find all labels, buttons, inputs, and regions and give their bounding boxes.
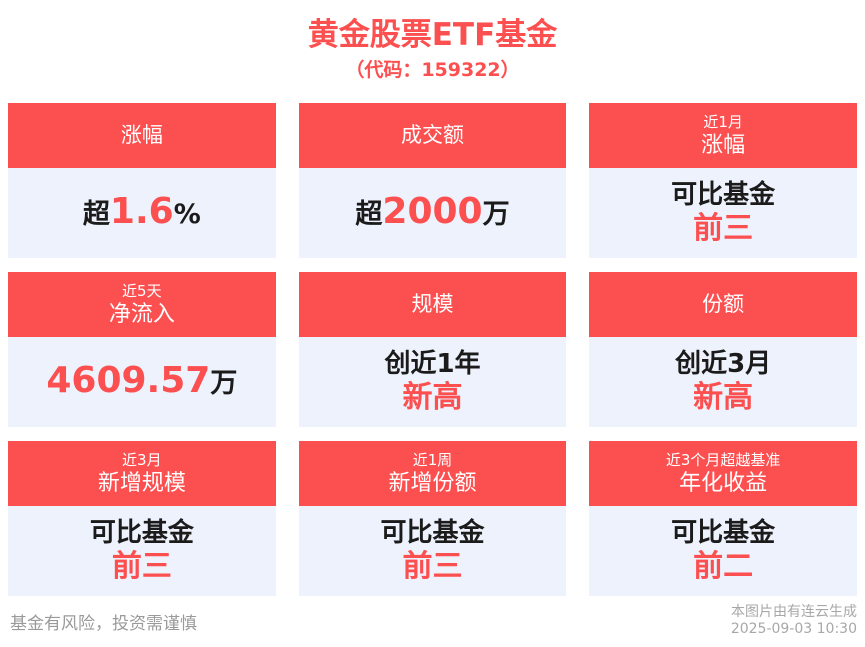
value-segment: 前三: [693, 210, 754, 246]
metric-card-header: 规模: [298, 272, 567, 337]
metric-card: 涨幅超1.6%: [8, 103, 276, 258]
metric-card: 份额创近3月 新高: [589, 272, 857, 427]
metric-card-value: 可比基金 前三: [298, 506, 567, 596]
metric-title: 净流入: [108, 301, 175, 327]
value-line: 创近3月: [675, 349, 771, 380]
metric-title: 年化收益: [679, 470, 768, 496]
metric-card-value: 创近3月 新高: [589, 337, 857, 427]
value-segment: 新高: [693, 379, 754, 415]
metric-title: 涨幅: [701, 132, 746, 158]
metric-title: 涨幅: [120, 123, 163, 147]
metric-card-value: 创近1年 新高: [298, 337, 567, 427]
value-line: 超1.6%: [82, 193, 201, 232]
value-line: 可比基金: [90, 518, 194, 549]
metric-card-value: 可比基金 前二: [589, 506, 857, 596]
metric-title: 新增规模: [97, 470, 186, 496]
metric-period-label: 近3个月超越基准: [665, 450, 781, 469]
metric-card-header: 近3月 新增规模: [8, 441, 276, 506]
value-segment: 超: [355, 198, 383, 230]
metric-card-header: 近1周 新增份额: [298, 441, 567, 506]
value-segment: 创近3月: [675, 348, 772, 379]
page-title: 黄金股票ETF基金: [307, 17, 558, 53]
value-segment: 1.6: [109, 190, 174, 232]
value-line: 前三: [112, 549, 172, 585]
title-block: 黄金股票ETF基金 （代码：159322）: [0, 0, 865, 82]
metric-card-value: 超2000万: [298, 168, 567, 258]
metric-card-value: 可比基金 前三: [589, 168, 857, 258]
value-segment: 可比基金: [671, 517, 776, 548]
metric-card: 近3个月超越基准 年化收益 可比基金 前二: [589, 441, 857, 596]
metric-period-label: 近3月: [122, 450, 162, 469]
metric-title: 规模: [411, 292, 454, 316]
metric-card: 近1周 新增份额 可比基金 前三: [298, 441, 567, 596]
value-segment: 万: [210, 367, 238, 399]
value-segment: 4609.57: [46, 359, 211, 401]
value-segment: 万: [482, 198, 510, 230]
metric-card-header: 成交额: [298, 103, 567, 168]
metric-title: 成交额: [400, 123, 464, 147]
value-segment: 可比基金: [380, 517, 485, 548]
metric-card: 近5天 净流入 4609.57万: [8, 272, 276, 427]
value-line: 创近1年: [384, 349, 480, 380]
value-segment: 前三: [111, 548, 172, 584]
value-segment: 新高: [402, 379, 463, 415]
value-line: 新高: [693, 380, 753, 416]
generation-source: 本图片由有连云生成: [731, 604, 857, 620]
value-line: 前三: [402, 549, 462, 585]
risk-disclaimer: 基金有风险，投资需谨慎: [10, 614, 197, 634]
value-line: 前二: [693, 549, 753, 585]
value-line: 超2000万: [355, 193, 510, 232]
fund-code: （代码：159322）: [345, 59, 520, 81]
metric-card: 规模创近1年 新高: [298, 272, 567, 427]
metric-card-header: 近3个月超越基准 年化收益: [589, 441, 857, 506]
metric-card-header: 涨幅: [8, 103, 276, 168]
metrics-grid: 涨幅 超1.6% 成交额 超2000万 近1月 涨幅 可比基金 前三 近5天 净流入 4609.57…: [8, 103, 857, 596]
value-line: 新高: [402, 380, 462, 416]
value-segment: 前二: [693, 548, 754, 584]
value-segment: %: [173, 198, 201, 230]
value-line: 可比基金: [671, 518, 775, 549]
metric-card-value: 可比基金 前三: [8, 506, 276, 596]
value-segment: 超: [82, 198, 110, 230]
metric-title: 份额: [702, 292, 745, 316]
metric-card-header: 近5天 净流入: [8, 272, 276, 337]
metric-card-value: 4609.57万: [8, 337, 276, 427]
metric-card-header: 份额: [589, 272, 857, 337]
generation-timestamp: 2025-09-03 10:30: [730, 621, 857, 637]
value-line: 可比基金: [380, 518, 484, 549]
value-line: 可比基金: [671, 180, 775, 211]
metric-period-label: 近5天: [122, 281, 162, 300]
value-segment: 前三: [402, 548, 463, 584]
generation-stamp: 本图片由有连云生成 2025-09-03 10:30: [731, 604, 857, 638]
value-segment: 2000: [382, 190, 483, 232]
value-segment: 创近1年: [384, 348, 481, 379]
metric-card-header: 近1月 涨幅: [589, 103, 857, 168]
metric-card: 成交额超2000万: [298, 103, 567, 258]
metric-card: 近3月 新增规模 可比基金 前三: [8, 441, 276, 596]
value-line: 4609.57万: [46, 362, 238, 401]
metric-card: 近1月 涨幅 可比基金 前三: [589, 103, 857, 258]
metric-title: 新增份额: [388, 470, 477, 496]
metric-period-label: 近1月: [703, 112, 743, 131]
metric-card-value: 超1.6%: [8, 168, 276, 258]
value-segment: 可比基金: [89, 517, 194, 548]
value-segment: 可比基金: [671, 179, 776, 210]
value-line: 前三: [693, 211, 753, 247]
metric-period-label: 近1周: [412, 450, 453, 469]
